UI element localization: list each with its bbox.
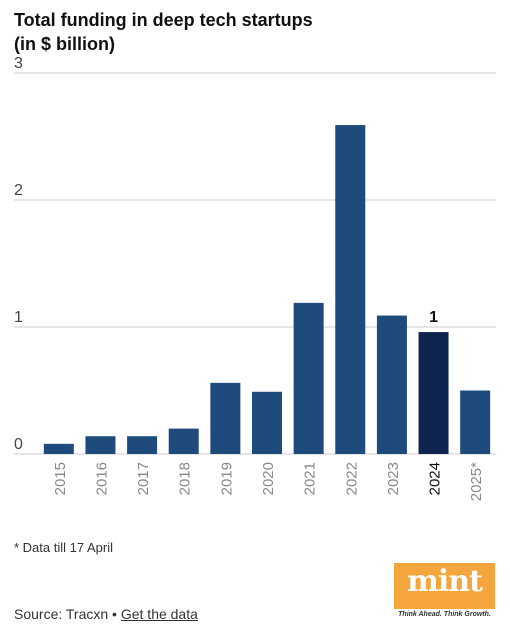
- mint-logo-tagline: Think Ahead. Think Growth.: [398, 611, 491, 618]
- bar-2017: [127, 436, 158, 454]
- data-label: 1: [429, 309, 438, 326]
- x-tick-label: 2024: [427, 462, 444, 495]
- source-line: Source: Tracxn • Get the data: [14, 606, 198, 622]
- get-the-data-link[interactable]: Get the data: [120, 606, 198, 622]
- x-tick-label: 2020: [260, 462, 277, 495]
- bar-chart: 0 1 2 3 2015 2016 2017 2018 2019 2020 2021 2022 2023…: [14, 55, 496, 501]
- x-tick-label: 2015: [52, 462, 69, 495]
- bar-2022: [335, 125, 366, 454]
- source-label: Source: Tracxn: [14, 606, 109, 622]
- y-tick-label: 0: [14, 436, 23, 453]
- bar-2025-est: [460, 390, 491, 454]
- x-tick-label: 2023: [385, 462, 402, 495]
- chart-title-line2: (in $ billion): [14, 34, 115, 54]
- bar-2023: [376, 315, 407, 454]
- x-tick-label: 2022: [343, 462, 360, 495]
- x-tick-label: 2021: [302, 462, 319, 495]
- y-tick-label: 3: [14, 55, 23, 72]
- x-tick-label: 2025*: [468, 462, 485, 501]
- bar-2019: [210, 382, 241, 454]
- chart-title-line1: Total funding in deep tech startups: [14, 10, 313, 30]
- y-tick-label: 2: [14, 182, 23, 199]
- bar-2015: [43, 443, 74, 454]
- x-tick-label: 2017: [135, 462, 152, 495]
- bar-2018: [168, 428, 199, 454]
- bar-2016: [85, 436, 116, 454]
- bar-2021: [293, 302, 324, 454]
- bar-2020: [252, 391, 282, 454]
- mint-logo-word: mint: [407, 564, 483, 599]
- source-separator: •: [112, 606, 117, 622]
- x-tick-label: 2016: [93, 462, 110, 495]
- x-tick-label: 2019: [218, 462, 235, 495]
- bar-2024: [418, 332, 449, 454]
- mint-logo: mint: [394, 563, 495, 609]
- y-tick-label: 1: [14, 309, 23, 326]
- chart-title: Total funding in deep tech startups (in …: [14, 8, 414, 56]
- x-tick-label: 2018: [177, 462, 194, 495]
- footnote: * Data till 17 April: [14, 540, 113, 555]
